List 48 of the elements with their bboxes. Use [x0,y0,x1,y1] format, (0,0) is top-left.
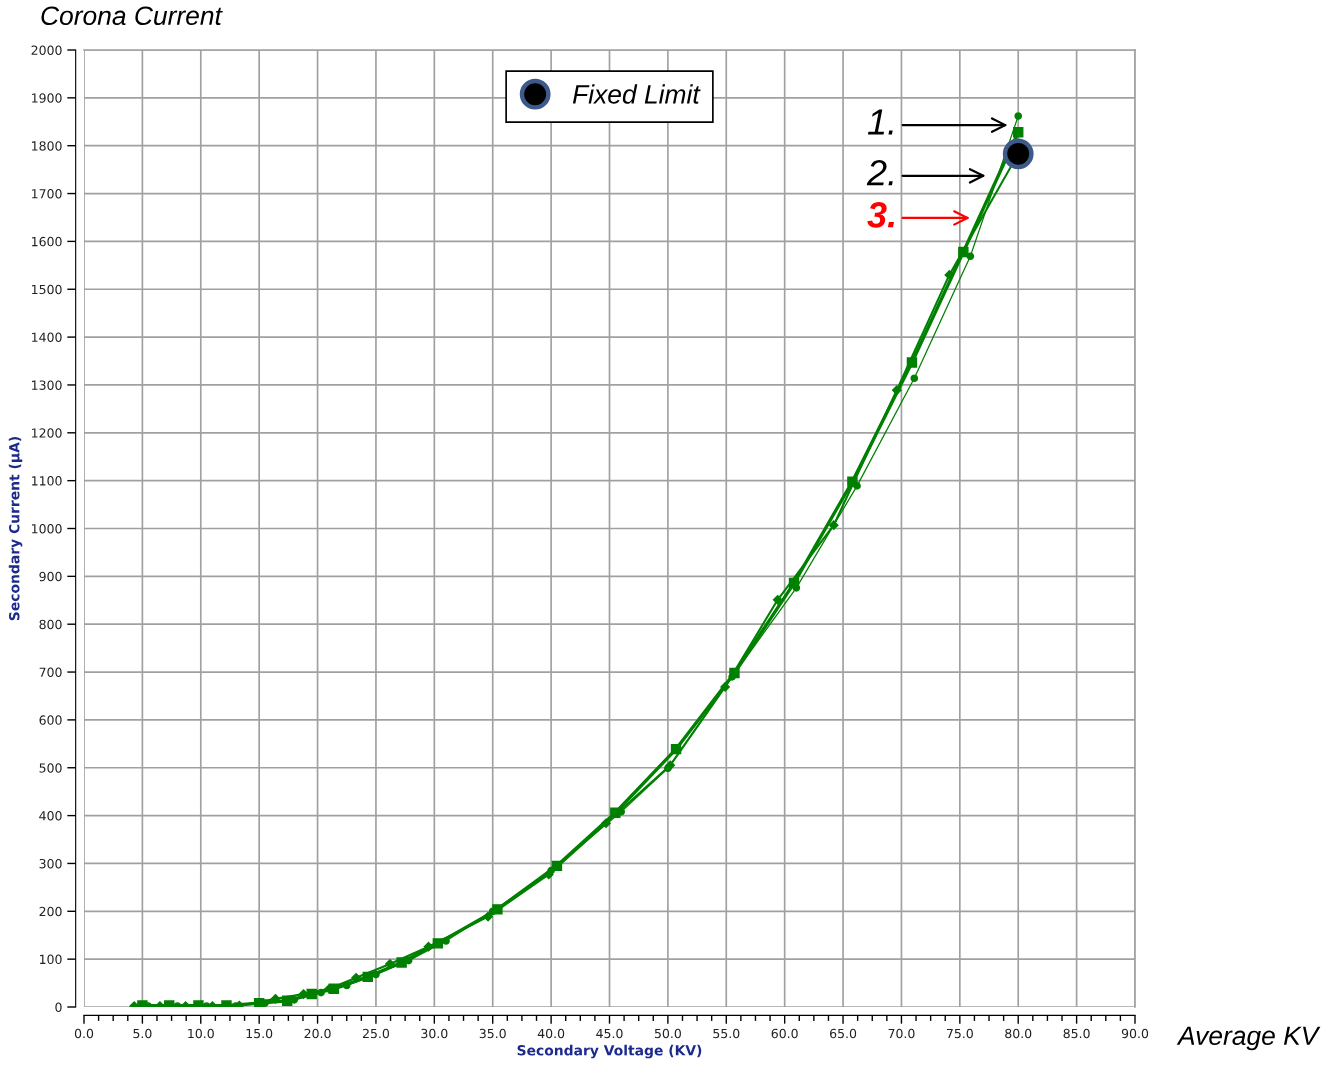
x-tick-label: 10.0 [188,1028,214,1039]
y-tick-label: 1700 [32,189,62,199]
x-tick-label: 75.0 [946,1028,973,1039]
x-tick-label: 45.0 [596,1028,623,1039]
y-tick-label: 500 [39,763,62,773]
y-tick-label: 1300 [32,380,62,390]
y-tick-label: 700 [39,667,62,677]
x-tick-label: 70.0 [888,1028,915,1039]
annotation: 1. [867,109,893,135]
x-tick-label: 90.0 [1121,1028,1149,1039]
y-tick-label: 1800 [32,141,62,151]
y-tick-label: 200 [39,906,62,917]
x-tick-label: 65.0 [830,1028,857,1039]
x-tick-label: 30.0 [421,1028,448,1039]
x-tick-label: 20.0 [304,1028,331,1039]
x-tick-label: 40.0 [537,1028,565,1039]
x-axis-title: Secondary Voltage (KV) [517,1044,702,1059]
y-tick-label: 400 [39,811,62,821]
y-tick-label: 300 [39,858,62,869]
y-tick-label: 800 [39,619,62,630]
x-tick-label: 85.0 [1063,1028,1090,1039]
x-tick-label: 60.0 [771,1028,798,1039]
x-tick-label: 80.0 [1005,1028,1032,1039]
annotation: 2. [866,159,893,186]
y-tick-label: 0 [55,1002,62,1012]
x-tick-label: 0.0 [74,1028,94,1039]
x-tick-label: 5.0 [133,1028,152,1039]
y-tick-label: 1900 [32,93,62,103]
text: Average KV [1176,1026,1321,1051]
y-axis-title: Secondary Current (µA) [8,437,23,621]
y-tick-label: 600 [39,715,62,725]
y-tick-label: 1200 [32,428,62,438]
y-tick-label: 1500 [32,284,62,295]
x-tick-label: 25.0 [362,1028,390,1039]
y-tick-label: 1600 [32,236,62,247]
y-tick-label: 900 [39,571,62,582]
y-tick-label: 1000 [32,523,62,534]
y-tick-label: 1400 [32,332,62,343]
x-tick-label: 55.0 [713,1028,740,1039]
y-tick-label: 1100 [32,476,62,486]
chart-title: Corona Current [41,6,223,26]
legend-label: Fixed Limit [572,84,701,104]
y-tick-label: 100 [39,954,62,965]
x-tick-label: 50.0 [654,1028,681,1039]
x-tick-label: 35.0 [479,1028,506,1039]
x-tick-label: 15.0 [246,1028,273,1039]
y-tick-label: 2000 [31,45,62,55]
annotation: 3. [867,202,895,228]
